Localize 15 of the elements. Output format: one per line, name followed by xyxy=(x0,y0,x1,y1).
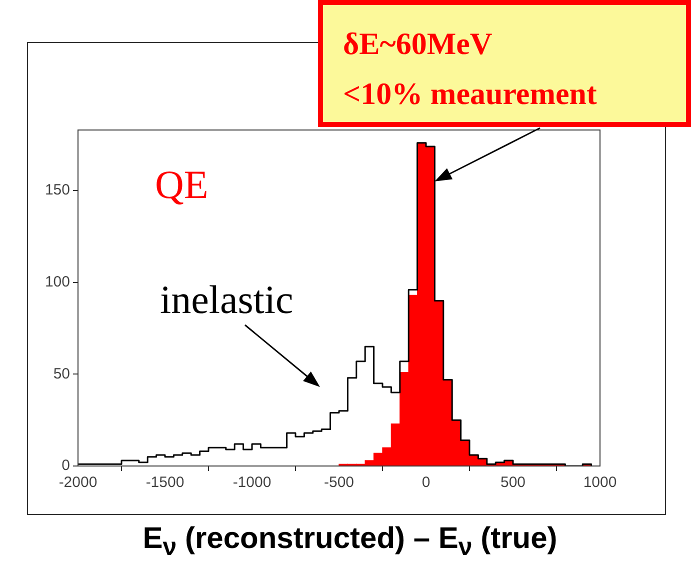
text: QE xyxy=(155,162,208,207)
y-tick-label: 0 xyxy=(62,457,70,474)
x-tick-label: -2000 xyxy=(58,474,98,492)
y-tick-label: 100 xyxy=(44,274,70,291)
series-label: inelastic xyxy=(160,277,294,322)
y-tick-label: 150 xyxy=(44,182,70,199)
x-tick-label: 1000 xyxy=(583,474,617,492)
annotation: δE~60MeV <10% meaurement xyxy=(318,0,691,127)
x-tick-label: -500 xyxy=(324,474,354,492)
x-tick-label: -1000 xyxy=(232,474,272,492)
y-tick-label: 50 xyxy=(53,365,70,382)
x-tick-label: 500 xyxy=(500,474,526,492)
x-axis-title: E$_{ν}$ (reconstructed) – E$_{ν}$ (true) xyxy=(142,522,558,562)
x-tick-label: 0 xyxy=(422,474,430,492)
x-tick-label: -1500 xyxy=(146,474,184,492)
